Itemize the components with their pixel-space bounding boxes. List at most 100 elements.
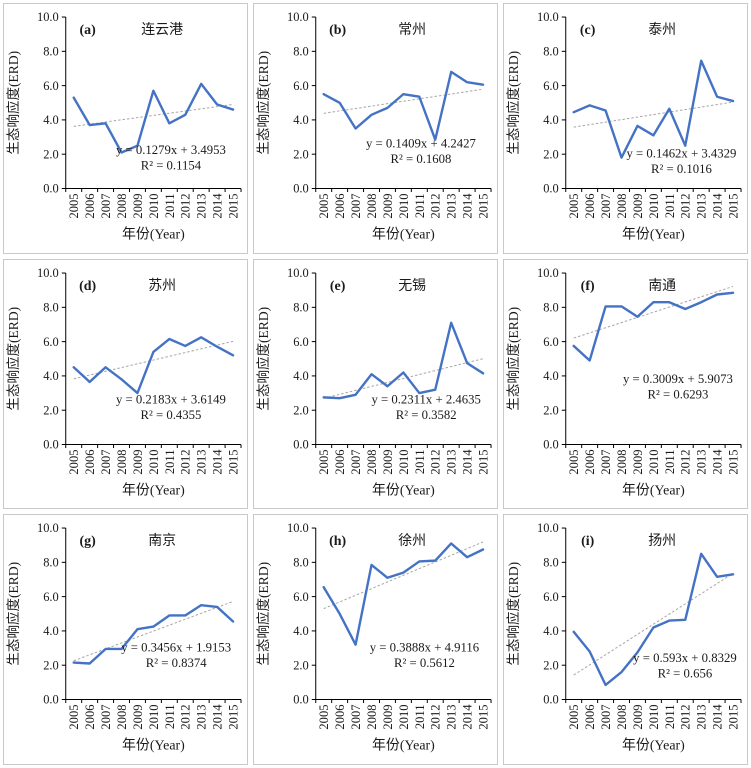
x-tick-label: 2013 bbox=[695, 705, 709, 730]
chart-panel-d: 0.0 2.0 4.0 6.0 8.0 10.0 2005 2006 2007 2008 2009 2… bbox=[3, 258, 248, 510]
y-tick-label: 2.0 bbox=[543, 147, 559, 161]
r-squared-label: R² = 0.656 bbox=[658, 667, 713, 681]
x-tick-label: 2010 bbox=[397, 194, 411, 219]
x-tick-label: 2010 bbox=[397, 449, 411, 474]
data-series-line bbox=[572, 552, 735, 687]
y-tick-label: 6.0 bbox=[543, 590, 559, 604]
y-tick-label: 6.0 bbox=[43, 334, 59, 348]
chart-panel-i: 0.0 2.0 4.0 6.0 8.0 10.0 2005 2006 2007 2008 2009 2… bbox=[503, 514, 748, 765]
x-tick-label: 2005 bbox=[317, 705, 331, 730]
x-tick-label: 2014 bbox=[461, 704, 475, 730]
x-tick-label: 2010 bbox=[647, 705, 661, 730]
x-tick-label: 2013 bbox=[195, 705, 209, 730]
x-tick-label: 2005 bbox=[567, 705, 581, 730]
y-tick-label: 6.0 bbox=[293, 334, 309, 348]
y-tick-label: 0.0 bbox=[293, 693, 309, 707]
x-tick-label: 2014 bbox=[711, 448, 725, 474]
y-tick-label: 8.0 bbox=[43, 44, 59, 58]
x-tick-label: 2012 bbox=[429, 449, 443, 474]
x-tick-label: 2011 bbox=[663, 705, 677, 730]
y-axis-title: 生态响应度(ERD) bbox=[255, 307, 271, 411]
trend-line bbox=[73, 601, 234, 662]
trend-line bbox=[323, 357, 484, 399]
trend-line bbox=[573, 101, 734, 128]
y-tick-label: 0.0 bbox=[543, 437, 559, 451]
y-tick-label: 4.0 bbox=[43, 624, 59, 638]
y-tick-label: 0.0 bbox=[293, 182, 309, 196]
y-tick-label: 6.0 bbox=[543, 334, 559, 348]
x-tick-label: 2011 bbox=[663, 449, 677, 474]
x-tick-label: 2007 bbox=[599, 449, 613, 474]
equation-label: y = 0.593x + 0.8329 bbox=[633, 651, 737, 665]
data-series-line bbox=[572, 291, 735, 362]
y-tick-label: 10.0 bbox=[37, 266, 59, 280]
x-tick-label: 2009 bbox=[381, 194, 395, 219]
y-tick-label: 0.0 bbox=[543, 182, 559, 196]
x-tick-label: 2013 bbox=[445, 449, 459, 474]
equation-label: y = 0.2183x + 3.6149 bbox=[116, 392, 226, 406]
x-tick-label: 2006 bbox=[83, 705, 97, 730]
equation-label: y = 0.1279x + 3.4953 bbox=[116, 143, 226, 157]
data-series-line bbox=[322, 321, 485, 400]
y-tick-label: 4.0 bbox=[543, 113, 559, 127]
y-tick-label: 0.0 bbox=[543, 693, 559, 707]
panel-label: (b) bbox=[329, 23, 346, 38]
x-tick-label: 2008 bbox=[365, 705, 379, 730]
x-tick-label: 2007 bbox=[599, 705, 613, 730]
x-axis-title: 年份(Year) bbox=[122, 738, 185, 754]
chart-panel-b: 0.0 2.0 4.0 6.0 8.0 10.0 2005 2006 2007 2008 2009 2… bbox=[253, 3, 498, 254]
x-tick-label: 2012 bbox=[429, 705, 443, 730]
y-tick-label: 6.0 bbox=[43, 590, 59, 604]
y-tick-label: 2.0 bbox=[43, 659, 59, 673]
chart-panel-a: 0.0 2.0 4.0 6.0 8.0 10.0 2005 2006 2007 2008 2009 2… bbox=[3, 3, 248, 254]
chart-panel-e: 0.0 2.0 4.0 6.0 8.0 10.0 2005 2006 2007 2008 2009 2… bbox=[253, 258, 498, 510]
y-tick-label: 8.0 bbox=[543, 300, 559, 314]
y-tick-label: 10.0 bbox=[287, 266, 309, 280]
y-tick-label: 8.0 bbox=[43, 300, 59, 314]
r-squared-label: R² = 0.1608 bbox=[390, 152, 451, 166]
x-axis-title: 年份(Year) bbox=[122, 227, 185, 243]
y-tick-label: 10.0 bbox=[37, 10, 59, 24]
x-tick-label: 2009 bbox=[381, 449, 395, 474]
y-tick-label: 4.0 bbox=[43, 369, 59, 383]
x-tick-label: 2008 bbox=[115, 449, 129, 474]
trend-line bbox=[573, 285, 734, 339]
x-tick-label: 2015 bbox=[727, 449, 741, 474]
y-tick-label: 2.0 bbox=[293, 403, 309, 417]
r-squared-label: R² = 0.5612 bbox=[394, 656, 455, 670]
y-tick-label: 10.0 bbox=[537, 266, 559, 280]
x-tick-label: 2009 bbox=[131, 194, 145, 219]
panel-label: (c) bbox=[580, 23, 596, 38]
x-tick-label: 2014 bbox=[211, 193, 225, 219]
x-tick-label: 2014 bbox=[211, 448, 225, 474]
chart-panel-h: 0.0 2.0 4.0 6.0 8.0 10.0 2005 2006 2007 2008 2009 2… bbox=[253, 514, 498, 765]
chart-title: 连云港 bbox=[141, 22, 183, 38]
x-tick-label: 2010 bbox=[147, 449, 161, 474]
x-axis-title: 年份(Year) bbox=[122, 482, 185, 498]
x-tick-label: 2008 bbox=[365, 194, 379, 219]
x-tick-label: 2008 bbox=[115, 705, 129, 730]
x-tick-label: 2010 bbox=[647, 194, 661, 219]
y-tick-label: 8.0 bbox=[43, 556, 59, 570]
y-tick-label: 0.0 bbox=[293, 437, 309, 451]
panel-label: (d) bbox=[79, 279, 96, 294]
y-tick-label: 4.0 bbox=[543, 369, 559, 383]
y-tick-label: 10.0 bbox=[537, 522, 559, 536]
x-tick-label: 2005 bbox=[67, 705, 81, 730]
x-tick-label: 2012 bbox=[179, 194, 193, 219]
x-tick-label: 2008 bbox=[615, 705, 629, 730]
x-tick-label: 2007 bbox=[99, 449, 113, 474]
y-tick-label: 6.0 bbox=[543, 79, 559, 93]
x-tick-label: 2015 bbox=[477, 194, 491, 219]
r-squared-label: R² = 0.6293 bbox=[647, 387, 708, 401]
trend-line bbox=[323, 88, 484, 114]
y-tick-label: 2.0 bbox=[543, 403, 559, 417]
y-tick-label: 2.0 bbox=[293, 147, 309, 161]
chart-panel-f: 0.0 2.0 4.0 6.0 8.0 10.0 2005 2006 2007 2008 2009 2… bbox=[503, 258, 748, 510]
